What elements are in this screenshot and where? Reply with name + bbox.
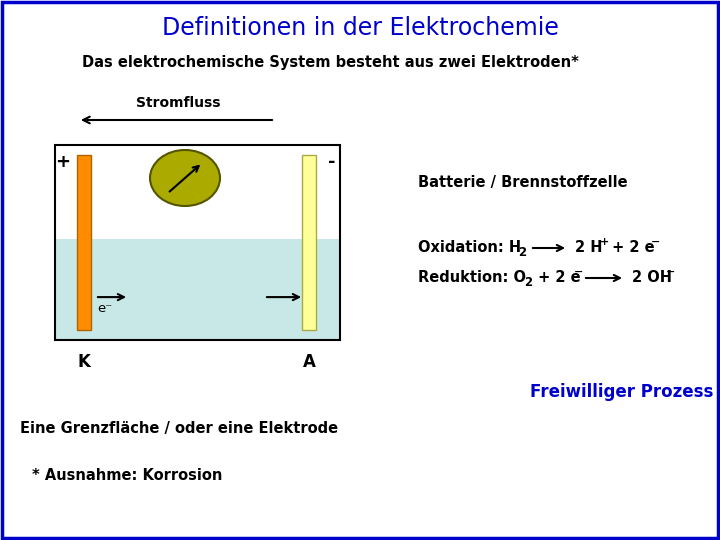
Text: Batterie / Brennstoffzelle: Batterie / Brennstoffzelle <box>418 176 628 191</box>
Text: * Ausnahme: Korrosion: * Ausnahme: Korrosion <box>32 469 222 483</box>
Text: −: − <box>651 237 660 247</box>
Text: 2: 2 <box>524 276 532 289</box>
Text: Definitionen in der Elektrochemie: Definitionen in der Elektrochemie <box>161 16 559 40</box>
Text: Eine Grenzfläche / oder eine Elektrode: Eine Grenzfläche / oder eine Elektrode <box>20 421 338 435</box>
Ellipse shape <box>150 150 220 206</box>
Text: 2: 2 <box>518 246 526 260</box>
Text: −: − <box>666 267 675 277</box>
Bar <box>55 239 340 340</box>
Text: A: A <box>302 353 315 371</box>
Text: + 2 e: + 2 e <box>607 240 654 255</box>
Bar <box>77 155 91 330</box>
Text: e⁻: e⁻ <box>97 302 112 315</box>
Text: -: - <box>328 153 336 171</box>
Bar <box>302 155 316 330</box>
Text: 2 H: 2 H <box>575 240 603 255</box>
Bar <box>55 145 340 340</box>
Text: 2 OH: 2 OH <box>632 271 672 286</box>
Text: −: − <box>574 267 583 277</box>
Text: Oxidation: H: Oxidation: H <box>418 240 521 255</box>
Text: Reduktion: O: Reduktion: O <box>418 271 526 286</box>
Text: K: K <box>78 353 91 371</box>
Text: + 2 e: + 2 e <box>533 271 580 286</box>
Text: Das elektrochemische System besteht aus zwei Elektroden*: Das elektrochemische System besteht aus … <box>81 55 578 70</box>
Text: +: + <box>600 237 609 247</box>
Text: Freiwilliger Prozess: Freiwilliger Prozess <box>530 383 714 401</box>
Text: +: + <box>55 153 71 171</box>
Text: Stromfluss: Stromfluss <box>136 96 220 110</box>
